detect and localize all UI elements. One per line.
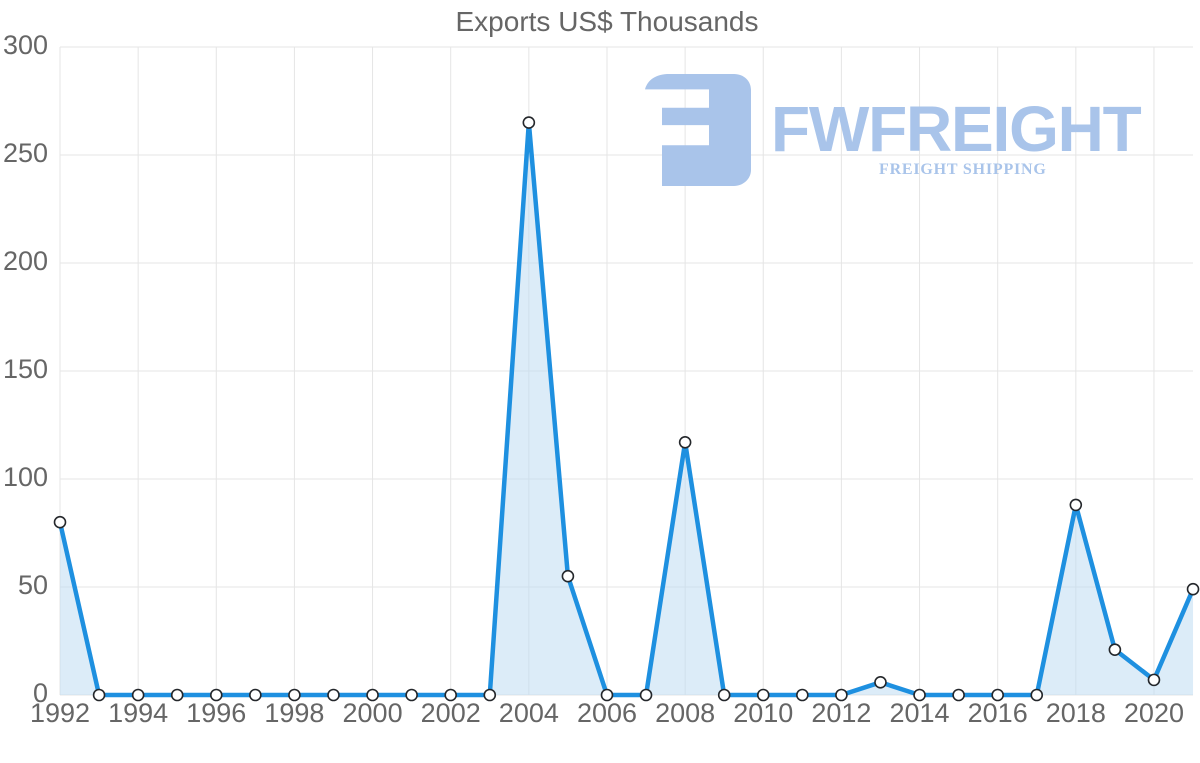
svg-text:2010: 2010 (733, 698, 793, 728)
svg-text:250: 250 (3, 138, 48, 168)
svg-text:2006: 2006 (577, 698, 637, 728)
svg-text:FWFREIGHT: FWFREIGHT (771, 93, 1142, 165)
svg-text:2014: 2014 (890, 698, 950, 728)
svg-text:Exports US$ Thousands: Exports US$ Thousands (456, 6, 759, 37)
svg-text:2008: 2008 (655, 698, 715, 728)
svg-text:2012: 2012 (811, 698, 871, 728)
svg-text:2000: 2000 (343, 698, 403, 728)
svg-text:1994: 1994 (108, 698, 168, 728)
svg-text:200: 200 (3, 246, 48, 276)
svg-text:0: 0 (33, 678, 48, 708)
svg-text:1996: 1996 (186, 698, 246, 728)
svg-text:2002: 2002 (421, 698, 481, 728)
svg-text:2018: 2018 (1046, 698, 1106, 728)
svg-text:FREIGHT SHIPPING: FREIGHT SHIPPING (879, 161, 1047, 178)
svg-text:300: 300 (3, 30, 48, 60)
svg-text:150: 150 (3, 354, 48, 384)
svg-text:2016: 2016 (968, 698, 1028, 728)
svg-text:50: 50 (18, 570, 48, 600)
svg-text:2020: 2020 (1124, 698, 1184, 728)
svg-text:2004: 2004 (499, 698, 559, 728)
svg-text:1998: 1998 (264, 698, 324, 728)
svg-text:100: 100 (3, 462, 48, 492)
